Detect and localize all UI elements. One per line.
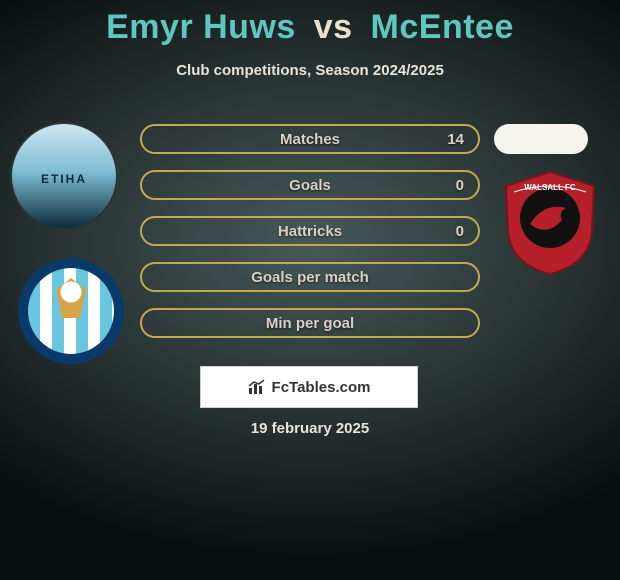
comparison-title: Emyr Huws vs McEntee — [0, 8, 620, 47]
stat-label: Matches — [280, 131, 340, 148]
stat-pill-goals: Goals 0 — [140, 170, 480, 200]
stat-pill-goals-per-match: Goals per match — [140, 262, 480, 292]
stat-pill-min-per-goal: Min per goal — [140, 308, 480, 338]
player2-avatar-placeholder — [494, 124, 588, 154]
stat-pill-hattricks: Hattricks 0 — [140, 216, 480, 246]
player2-club-crest: WALSALL FC — [500, 168, 600, 276]
player1-name: Emyr Huws — [106, 8, 296, 46]
subtitle: Club competitions, Season 2024/2025 — [0, 62, 620, 79]
source-brand-text: FcTables.com — [272, 379, 371, 396]
stat-pill-list: Matches 14 Goals 0 Hattricks 0 Goals per… — [140, 124, 480, 354]
chart-icon — [248, 379, 266, 395]
comparison-date: 19 february 2025 — [0, 420, 620, 437]
stat-label: Goals — [289, 177, 331, 194]
player1-avatar: ETIHA — [10, 122, 118, 230]
vs-label: vs — [314, 8, 353, 46]
stat-value-right: 0 — [456, 177, 464, 194]
stat-value-right: 0 — [456, 223, 464, 240]
stat-label: Min per goal — [266, 315, 354, 332]
stat-value-right: 14 — [447, 131, 464, 148]
stat-pill-matches: Matches 14 — [140, 124, 480, 154]
stat-label: Hattricks — [278, 223, 342, 240]
player1-club-crest — [18, 258, 124, 364]
player2-name: McEntee — [371, 8, 514, 46]
stat-label: Goals per match — [251, 269, 369, 286]
svg-text:WALSALL FC: WALSALL FC — [524, 183, 576, 192]
jersey-sponsor-text: ETIHA — [12, 172, 116, 186]
source-badge: FcTables.com — [200, 366, 418, 408]
colchester-crest-inner — [28, 268, 114, 354]
